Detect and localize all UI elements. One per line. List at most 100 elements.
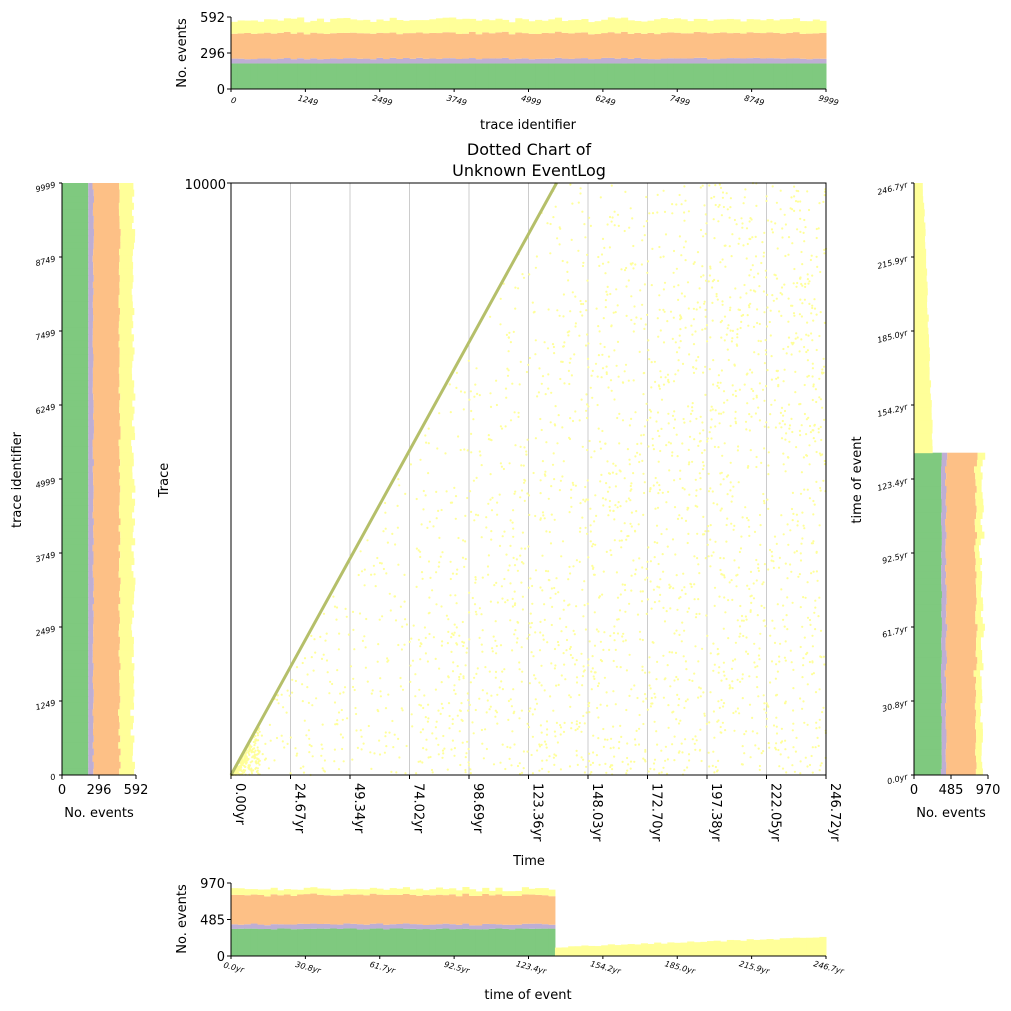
scatter-point	[736, 333, 739, 336]
scatter-point	[758, 382, 762, 385]
scatter-point	[599, 703, 602, 706]
top-histogram-bar	[601, 19, 609, 34]
left-histogram-bar	[88, 656, 93, 664]
scatter-point	[600, 660, 604, 663]
scatter-point	[638, 727, 641, 730]
scatter-point	[721, 196, 725, 199]
scatter-point	[678, 750, 681, 753]
scatter-point	[698, 287, 701, 290]
scatter-point	[765, 702, 768, 705]
scatter-point	[420, 642, 423, 646]
scatter-point	[546, 347, 550, 350]
top-histogram-bar	[634, 57, 642, 64]
scatter-point	[550, 485, 553, 488]
left-histogram-bar	[88, 432, 94, 441]
scatter-point	[655, 678, 658, 681]
scatter-point	[811, 645, 815, 648]
scatter-point	[780, 588, 783, 591]
scatter-point	[712, 750, 715, 753]
right-histogram-bar	[975, 492, 983, 500]
left-histogram-bar	[62, 301, 89, 309]
scatter-point	[623, 522, 626, 525]
scatter-point	[645, 567, 648, 571]
top-histogram-bar	[594, 59, 602, 64]
left-histogram-bar	[119, 347, 135, 355]
top-histogram-bar	[475, 20, 483, 35]
left-histogram-bar	[118, 340, 133, 348]
scatter-point	[821, 406, 824, 409]
scatter-point	[823, 459, 826, 463]
right-histogram-bar	[945, 465, 975, 473]
scatter-point	[654, 380, 657, 383]
scatter-point	[260, 734, 263, 737]
scatter-point	[595, 307, 598, 310]
scatter-point	[647, 770, 650, 773]
scatter-point	[613, 518, 616, 521]
scatter-point	[437, 565, 440, 568]
left-histogram-bar	[88, 696, 94, 704]
scatter-point	[675, 718, 678, 721]
scatter-point	[738, 635, 741, 638]
top-y-tick-label: 0	[217, 83, 225, 98]
scatter-point	[717, 446, 720, 449]
scatter-point	[337, 648, 340, 651]
right-histogram-bar	[914, 288, 928, 296]
scatter-point	[540, 664, 543, 667]
bottom-histogram-bar	[475, 929, 483, 956]
scatter-point	[658, 435, 661, 438]
scatter-point	[580, 302, 583, 306]
bottom-histogram-bar	[231, 928, 239, 956]
scatter-point	[728, 684, 731, 687]
scatter-point	[568, 330, 571, 333]
scatter-point	[750, 594, 753, 597]
top-histogram-bar	[264, 58, 272, 64]
scatter-point	[799, 772, 802, 775]
scatter-point	[804, 282, 807, 285]
top-histogram-bar	[250, 33, 258, 60]
scatter-point	[547, 497, 550, 500]
top-histogram-bar	[475, 59, 483, 64]
scatter-point	[565, 625, 568, 629]
scatter-point	[633, 738, 637, 741]
scatter-point	[633, 684, 636, 687]
scatter-point	[701, 468, 705, 471]
scatter-point	[643, 327, 646, 330]
scatter-point	[748, 413, 751, 416]
scatter-point	[514, 286, 517, 289]
scatter-point	[762, 492, 765, 496]
scatter-point	[693, 598, 696, 601]
scatter-point	[729, 306, 732, 309]
scatter-point	[748, 306, 751, 309]
scatter-point	[322, 612, 326, 615]
scatter-point	[534, 677, 537, 680]
scatter-point	[472, 418, 475, 421]
bottom-histogram-bar	[535, 923, 543, 929]
scatter-point	[467, 359, 470, 362]
scatter-point	[707, 530, 710, 533]
scatter-point	[628, 226, 631, 229]
top-histogram-bar	[667, 63, 675, 89]
top-histogram-bar	[409, 20, 417, 34]
scatter-point	[668, 583, 671, 586]
left-histogram-bar	[62, 439, 89, 447]
scatter-point	[815, 480, 818, 483]
left-histogram-bar	[62, 419, 89, 427]
scatter-point	[606, 490, 610, 493]
scatter-point	[819, 270, 822, 274]
scatter-point	[762, 499, 766, 503]
scatter-point	[789, 563, 792, 566]
scatter-point	[792, 282, 795, 285]
scatter-point	[531, 301, 534, 304]
scatter-point	[558, 243, 561, 246]
scatter-point	[687, 448, 690, 451]
bottom-histogram-bar	[270, 924, 278, 930]
scatter-point	[794, 750, 798, 753]
scatter-point	[363, 568, 366, 571]
right-histogram-bar	[914, 656, 942, 664]
bottom-histogram-bar	[462, 893, 470, 924]
scatter-point	[669, 685, 672, 688]
top-histogram-bar	[647, 59, 655, 64]
bottom-histogram-bar	[323, 895, 331, 924]
scatter-point	[630, 574, 633, 577]
scatter-point	[639, 289, 642, 292]
